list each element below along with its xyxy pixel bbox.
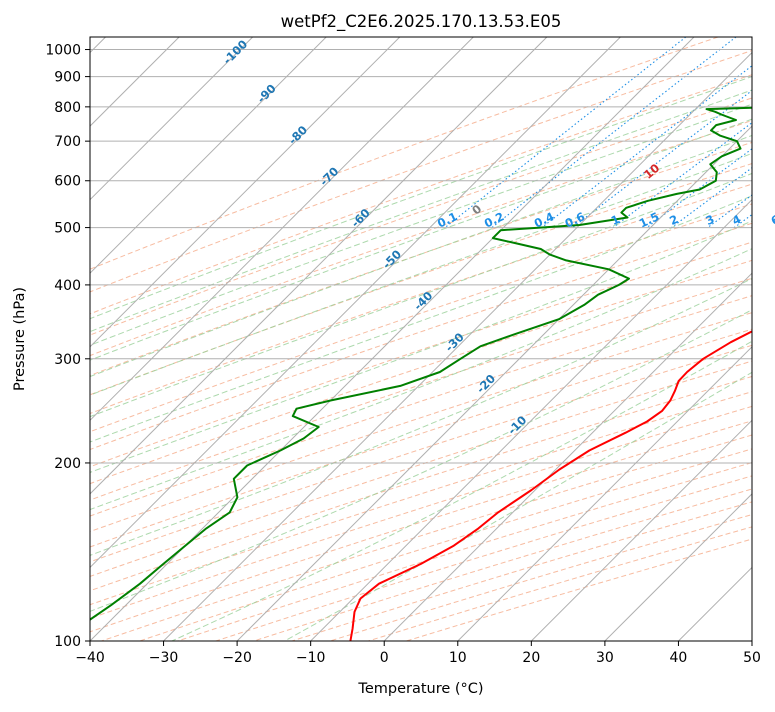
y-tick-label: 600: [54, 174, 81, 190]
x-tick-label: 0: [380, 650, 389, 666]
y-axis-title: Pressure (hPa): [12, 287, 28, 391]
y-axis: 100 200 300 400 500 600 700 800 900 1000: [45, 43, 90, 650]
y-tick-label: 700: [54, 134, 81, 150]
y-tick-label: 200: [54, 456, 81, 472]
y-tick-label: 900: [54, 70, 81, 86]
x-tick-label: 50: [743, 650, 761, 666]
x-tick-label: −10: [296, 650, 326, 666]
y-tick-label: 1000: [45, 43, 81, 59]
y-tick-label: 300: [54, 352, 81, 368]
y-tick-label: 500: [54, 221, 81, 237]
x-axis: −40 −30 −20 −10 0 10 20 30 40 50: [75, 641, 761, 666]
x-tick-label: 20: [522, 650, 540, 666]
y-tick-label: 400: [54, 278, 81, 294]
y-tick-label: 100: [54, 634, 81, 650]
x-axis-title: Temperature (°C): [357, 681, 483, 697]
plot-area: [90, 37, 752, 641]
y-tick-label: 800: [54, 100, 81, 116]
chart-title: wetPf2_C2E6.2025.170.13.53.E05: [281, 12, 562, 32]
mixing-ratio-label: 6: [769, 212, 775, 228]
x-tick-label: −40: [75, 650, 105, 666]
x-tick-label: −30: [149, 650, 179, 666]
isotherm: [752, 37, 775, 641]
x-tick-label: 10: [449, 650, 467, 666]
x-tick-label: 30: [596, 650, 614, 666]
x-tick-label: −20: [222, 650, 252, 666]
x-tick-label: 40: [670, 650, 688, 666]
